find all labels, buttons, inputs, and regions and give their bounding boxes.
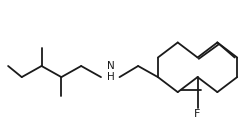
Text: F: F bbox=[194, 109, 201, 119]
Text: H: H bbox=[107, 72, 114, 82]
Text: N: N bbox=[107, 61, 114, 71]
